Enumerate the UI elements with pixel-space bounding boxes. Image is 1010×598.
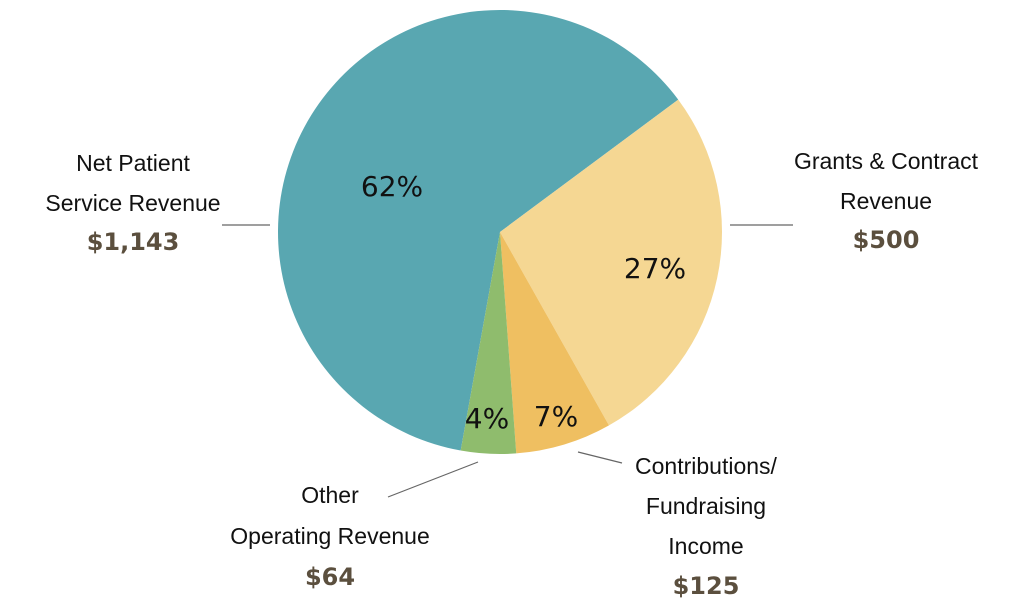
category-label: Grants & Contract: [794, 148, 979, 174]
pie-slice: [278, 9, 679, 451]
amount-label: $1,143: [87, 228, 180, 256]
amount-label: $64: [305, 563, 355, 591]
slice-percent: 27%: [624, 252, 686, 285]
slice-percent: 62%: [361, 170, 423, 203]
amount-label: $500: [853, 226, 920, 254]
category-label: Income: [668, 533, 743, 559]
category-label: Fundraising: [646, 493, 766, 519]
category-label: Operating Revenue: [230, 523, 429, 549]
pie-slice: [500, 99, 722, 426]
category-label: Net Patient: [76, 150, 190, 176]
category-label: Service Revenue: [45, 190, 220, 216]
amount-label: $125: [673, 572, 740, 598]
leader-line: [387, 461, 479, 498]
category-label: Revenue: [840, 188, 932, 214]
slice-percent: 4%: [465, 402, 509, 435]
slice-percent: 7%: [534, 400, 578, 433]
leader-line: [577, 451, 623, 464]
pie-slice: [500, 232, 609, 454]
pie-slice: [460, 232, 517, 454]
category-label: Other: [301, 482, 359, 508]
category-label: Contributions/: [635, 453, 778, 479]
